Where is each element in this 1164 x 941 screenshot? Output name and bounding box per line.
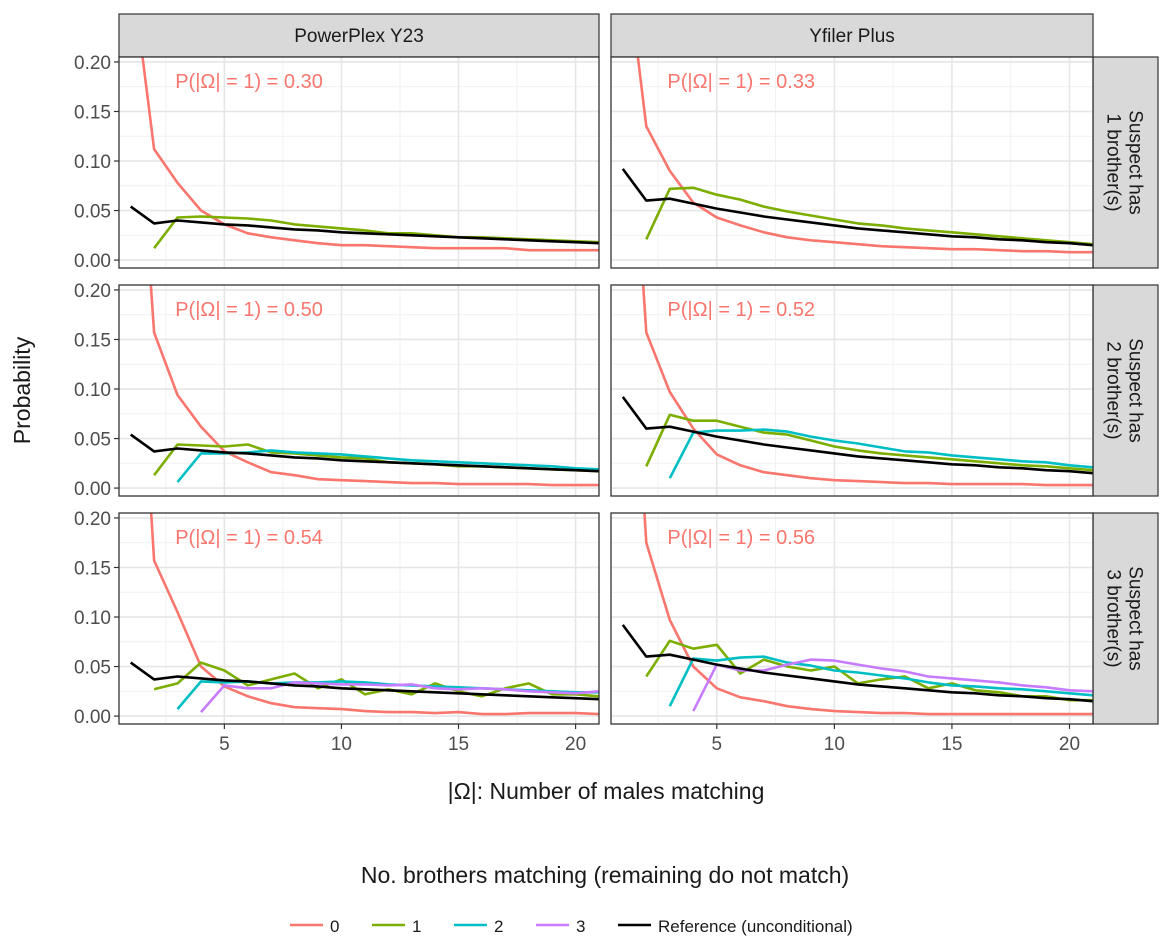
facet-panel: P(|Ω| = 1) = 0.54 — [118, 512, 600, 725]
x-tick-label: 15 — [941, 734, 962, 755]
series-line-0 — [141, 57, 599, 252]
panel-series — [129, 57, 599, 252]
facet-strip-row-label-line: 2 brother(s) — [1103, 341, 1124, 439]
legend-title: No. brothers matching (remaining do not … — [361, 862, 849, 888]
y-tick-label: 0.00 — [74, 707, 111, 728]
facet-strip-row-label-line: Suspect has — [1125, 110, 1146, 215]
y-tick-label: 0.00 — [74, 479, 111, 500]
facet-panel: P(|Ω| = 1) = 0.52 — [610, 284, 1094, 497]
series-line-reference — [621, 624, 1093, 703]
facet-strip-row — [1092, 512, 1159, 725]
series-line-3 — [692, 658, 1093, 712]
series-line-reference — [621, 168, 1093, 247]
facet-strip-row-label: Suspect has1 brother(s) — [1103, 110, 1146, 215]
y-tick-label: 0.05 — [74, 202, 111, 223]
series-line-reference — [129, 205, 599, 245]
panel-annotation: P(|Ω| = 1) = 0.54 — [175, 527, 323, 549]
y-tick-label: 0.10 — [74, 608, 111, 629]
panel-series — [129, 285, 599, 487]
x-tick-label: 5 — [219, 734, 230, 755]
panel-border — [118, 512, 600, 725]
y-tick-label: 0.05 — [74, 430, 111, 451]
panel-border — [118, 56, 600, 269]
y-tick-label: 0.10 — [74, 380, 111, 401]
x-tick-label: 20 — [565, 734, 586, 755]
y-tick-label: 0.20 — [74, 281, 111, 302]
series-line-1 — [153, 661, 599, 698]
facet-strip-row-label: Suspect has3 brother(s) — [1103, 566, 1146, 671]
panel-border — [610, 56, 1094, 269]
legend-item: 2 — [454, 917, 503, 936]
panel-series — [129, 513, 599, 716]
facet-strip-column-label: PowerPlex Y23 — [294, 26, 424, 47]
facet-panel: P(|Ω| = 1) = 0.50 — [118, 284, 600, 497]
legend-label: 1 — [412, 917, 421, 936]
panel-annotation: P(|Ω| = 1) = 0.56 — [667, 527, 815, 549]
facet-strip-row-label-line: Suspect has — [1125, 338, 1146, 443]
series-line-3 — [200, 681, 599, 713]
legend-label: Reference (unconditional) — [658, 917, 853, 936]
facet-strip-column — [610, 13, 1094, 58]
y-tick-label: 0.15 — [74, 558, 111, 579]
legend-item: 3 — [536, 917, 585, 936]
x-tick-label: 20 — [1059, 734, 1080, 755]
series-line-reference — [129, 661, 599, 701]
series-line-0 — [641, 285, 1093, 487]
panel-series — [621, 57, 1093, 254]
series-line-0 — [643, 513, 1093, 716]
x-tick-label: 10 — [331, 734, 352, 755]
y-tick-label: 0.15 — [74, 330, 111, 351]
y-tick-label: 0.10 — [74, 152, 111, 173]
y-axis-title: Probability — [9, 336, 35, 444]
series-line-2 — [668, 428, 1093, 479]
facet-strip-row-label-line: Suspect has — [1125, 566, 1146, 671]
x-tick-label: 15 — [448, 734, 469, 755]
legend-item: Reference (unconditional) — [618, 917, 853, 936]
facet-panel: P(|Ω| = 1) = 0.30 — [118, 56, 600, 269]
legend: No. brothers matching (remaining do not … — [290, 862, 853, 936]
panel-series — [621, 285, 1093, 487]
y-tick-label: 0.00 — [74, 251, 111, 272]
y-tick-label: 0.20 — [74, 509, 111, 530]
facet-strip-row-label-line: 1 brother(s) — [1103, 113, 1124, 211]
y-tick-label: 0.20 — [74, 53, 111, 74]
series-line-0 — [149, 513, 599, 716]
facet-strip-row — [1092, 284, 1159, 497]
facet-strip-row-label-line: 3 brother(s) — [1103, 569, 1124, 667]
series-line-0 — [149, 285, 599, 487]
legend-label: 3 — [576, 917, 585, 936]
legend-item: 0 — [290, 917, 339, 936]
panel-annotation: P(|Ω| = 1) = 0.52 — [667, 299, 815, 321]
facet-panel: P(|Ω| = 1) = 0.33 — [610, 56, 1094, 269]
facet-strip-row — [1092, 56, 1159, 269]
legend-item: 1 — [372, 917, 421, 936]
panel-border — [610, 512, 1094, 725]
panel-border — [118, 284, 600, 497]
x-tick-label: 5 — [712, 734, 723, 755]
series-line-1 — [645, 186, 1093, 246]
legend-label: 2 — [494, 917, 503, 936]
series-line-2 — [668, 655, 1093, 707]
facet-strip-row-label: Suspect has2 brother(s) — [1103, 338, 1146, 443]
x-axis-title: |Ω|: Number of males matching — [448, 778, 765, 804]
facet-strip-column-label: Yfiler Plus — [809, 26, 895, 47]
panel-annotation: P(|Ω| = 1) = 0.33 — [667, 71, 815, 93]
facet-strip-column — [118, 13, 600, 58]
facet-panel: P(|Ω| = 1) = 0.56 — [610, 512, 1094, 725]
series-line-0 — [636, 57, 1093, 254]
legend-label: 0 — [330, 917, 339, 936]
panel-series — [621, 513, 1093, 716]
series-line-reference — [129, 433, 599, 473]
panel-annotation: P(|Ω| = 1) = 0.30 — [175, 71, 323, 93]
x-tick-label: 10 — [824, 734, 845, 755]
y-tick-label: 0.15 — [74, 102, 111, 123]
series-line-1 — [645, 413, 1093, 472]
panel-border — [610, 284, 1094, 497]
panel-background — [611, 57, 1093, 268]
panel-annotation: P(|Ω| = 1) = 0.50 — [175, 299, 323, 321]
y-tick-label: 0.05 — [74, 658, 111, 679]
series-line-reference — [621, 396, 1093, 475]
